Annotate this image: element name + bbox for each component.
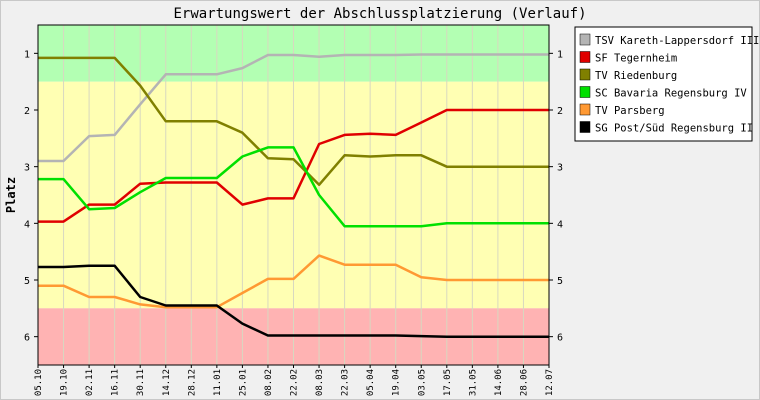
x-tick-label-2: 02.11 bbox=[85, 369, 95, 396]
x-tick-label-13: 05.04 bbox=[366, 369, 376, 396]
legend-label-2: TV Riedenburg bbox=[595, 70, 677, 82]
legend-label-5: SG Post/Süd Regensburg II bbox=[595, 123, 753, 135]
y-tick-label-right-3: 4 bbox=[557, 219, 563, 230]
y-tick-label-right-1: 2 bbox=[557, 106, 563, 117]
legend-label-0: TSV Kareth-Lappersdorf III bbox=[595, 35, 759, 47]
x-tick-label-9: 08.02 bbox=[264, 369, 274, 396]
x-tick-label-3: 16.11 bbox=[111, 369, 121, 396]
x-tick-label-12: 22.03 bbox=[341, 369, 351, 396]
legend-swatch-4 bbox=[579, 103, 591, 116]
x-tick-label-0: 05.10 bbox=[34, 369, 44, 396]
x-tick-label-16: 17.05 bbox=[443, 369, 453, 396]
tick-labels: 1 1 2 2 3 3 4 4 5 5 6 6 05.10 19.10 02.11 16.11 30.11 14.… bbox=[24, 49, 563, 396]
legend-swatch-2 bbox=[579, 68, 591, 81]
x-tick-label-1: 19.10 bbox=[60, 369, 70, 396]
legend-label-1: SF Tegernheim bbox=[595, 53, 677, 65]
legend-swatch-0 bbox=[579, 33, 591, 46]
x-tick-label-17: 31.05 bbox=[468, 369, 478, 396]
x-tick-label-11: 08.03 bbox=[315, 369, 325, 396]
legend-box bbox=[574, 26, 753, 142]
x-tick-label-10: 22.02 bbox=[290, 369, 300, 396]
x-tick-label-6: 28.12 bbox=[187, 369, 197, 396]
y-tick-label-left-2: 3 bbox=[24, 163, 30, 174]
series-line-1 bbox=[38, 108, 549, 223]
series-line-2 bbox=[38, 56, 549, 187]
chart-title: Erwartungswert der Abschlussplatzierung … bbox=[173, 6, 586, 22]
x-tick-label-7: 11.01 bbox=[213, 369, 223, 396]
grid-lines bbox=[37, 25, 550, 365]
y-tick-label-left-3: 4 bbox=[24, 219, 30, 230]
x-tick-label-20: 12.07 bbox=[545, 369, 555, 396]
series-line-3 bbox=[38, 146, 549, 228]
y-tick-label-right-4: 5 bbox=[557, 276, 563, 287]
x-tick-label-5: 14.12 bbox=[162, 369, 172, 396]
y-axis-label: Platz bbox=[4, 177, 18, 213]
x-tick-label-4: 30.11 bbox=[136, 369, 146, 396]
x-tick-label-18: 14.06 bbox=[494, 369, 504, 396]
legend-label-3: SC Bavaria Regensburg IV bbox=[595, 88, 747, 100]
legend: TSV Kareth-Lappersdorf III SF Tegernheim T… bbox=[574, 26, 759, 142]
y-tick-label-left-5: 6 bbox=[24, 333, 30, 344]
x-tick-label-19: 28.06 bbox=[519, 369, 529, 396]
legend-swatch-1 bbox=[579, 51, 591, 63]
y-tick-label-left-4: 5 bbox=[24, 276, 30, 287]
legend-label-4: TV Parsberg bbox=[595, 105, 665, 117]
legend-swatch-5 bbox=[579, 121, 591, 133]
legend-swatch-3 bbox=[579, 86, 591, 98]
series-lines bbox=[38, 53, 549, 338]
series-line-0 bbox=[38, 53, 549, 163]
y-tick-label-left-0: 1 bbox=[24, 49, 30, 60]
x-tick-label-14: 19.04 bbox=[392, 369, 402, 396]
series-line-5 bbox=[38, 264, 549, 338]
x-tick-label-8: 25.01 bbox=[238, 369, 248, 396]
y-tick-label-right-2: 3 bbox=[557, 163, 563, 174]
y-tick-label-right-0: 1 bbox=[557, 49, 563, 60]
y-tick-label-right-5: 6 bbox=[557, 333, 563, 344]
x-tick-label-15: 03.05 bbox=[417, 369, 427, 396]
y-tick-label-left-1: 2 bbox=[24, 106, 30, 117]
series-line-4 bbox=[38, 254, 549, 309]
